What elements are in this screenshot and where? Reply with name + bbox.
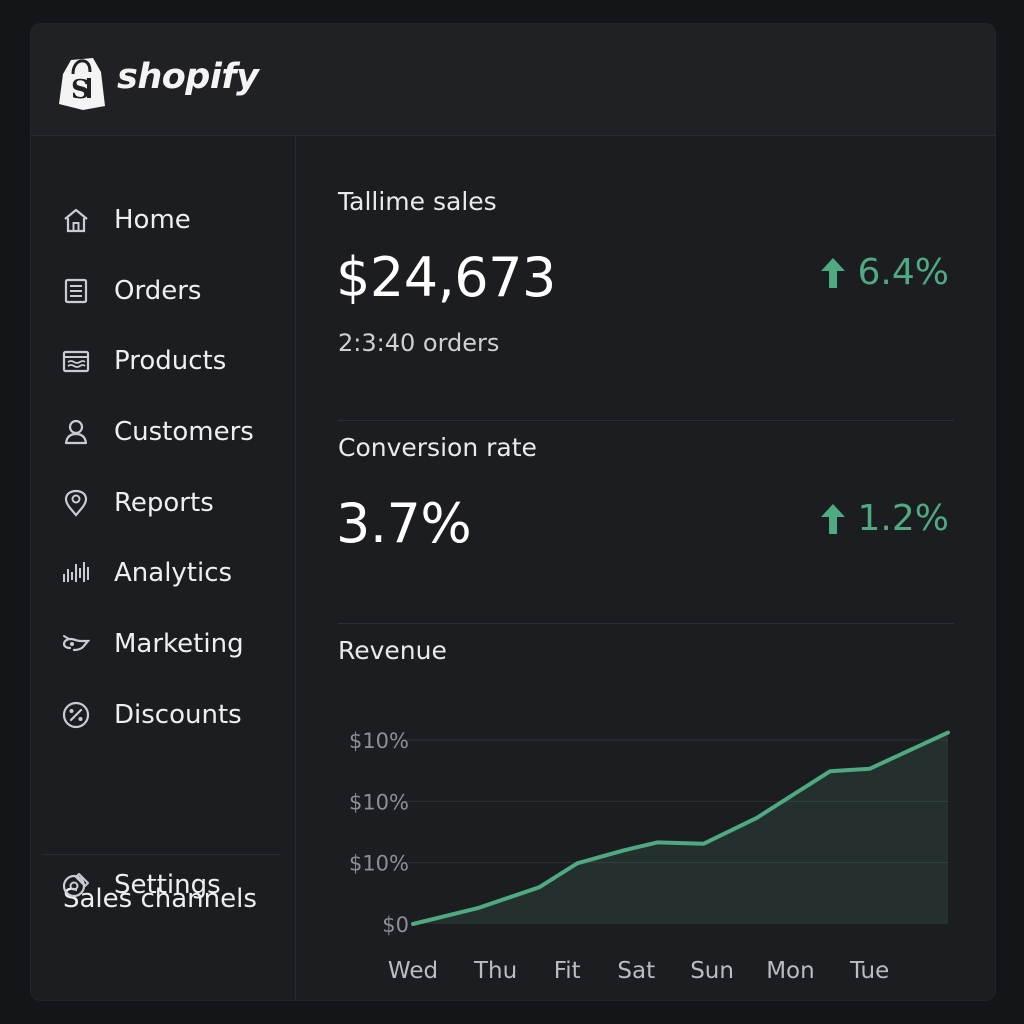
- marketing-icon: [62, 635, 91, 652]
- x-tick-label: Tue: [849, 958, 889, 984]
- card-divider: [338, 623, 954, 624]
- arrow-up-icon: [820, 503, 845, 534]
- sidebar-item-label: Discounts: [114, 700, 242, 730]
- brand-wordmark[interactable]: shopify: [117, 57, 259, 97]
- arrow-up-icon: [820, 257, 845, 288]
- sidebar-item-label: Home: [114, 205, 191, 235]
- home-icon: [64, 208, 88, 233]
- y-tick-label: $10%: [349, 729, 409, 753]
- conversion-delta-value: 1.2%: [857, 498, 949, 539]
- y-tick-label: $0: [382, 913, 409, 937]
- sidebar-divider: [43, 854, 281, 855]
- sidebar: Home Orders Products: [31, 136, 296, 1000]
- sidebar-item-products[interactable]: Products: [31, 334, 295, 388]
- sidebar-item-reports[interactable]: Reports: [31, 476, 295, 530]
- sales-orders-count: 2:3:40 orders: [338, 329, 500, 357]
- conversion-card-title: Conversion rate: [338, 433, 537, 462]
- sidebar-item-marketing[interactable]: Marketing: [31, 617, 295, 671]
- sales-value: $24,673: [336, 246, 556, 309]
- sidebar-item-label: Marketing: [114, 629, 244, 659]
- sidebar-item-customers[interactable]: Customers: [31, 405, 295, 459]
- revenue-chart-title: Revenue: [338, 636, 447, 665]
- conversion-value: 3.7%: [336, 492, 472, 555]
- sidebar-item-orders[interactable]: Orders: [31, 264, 295, 318]
- x-tick-label: Sun: [690, 958, 734, 984]
- x-tick-label: Wed: [388, 958, 438, 984]
- discounts-icon: [62, 701, 90, 729]
- reports-icon: [64, 489, 88, 517]
- sidebar-item-discounts[interactable]: Discounts: [31, 688, 295, 742]
- analytics-icon: [63, 562, 89, 582]
- sidebar-item-label: Customers: [114, 417, 254, 447]
- settings-icon: [62, 873, 89, 898]
- y-tick-label: $10%: [349, 790, 409, 814]
- sales-channels-heading[interactable]: Sales channels: [63, 884, 257, 914]
- revenue-chart: $0 $10% $10% $10% Wed Thu Fit Sat Sun Mon Tue: [349, 729, 950, 984]
- x-tick-label: Mon: [766, 958, 815, 984]
- products-icon: [62, 350, 90, 373]
- sales-delta-value: 6.4%: [857, 252, 949, 293]
- x-tick-label: Thu: [473, 958, 517, 984]
- card-divider: [338, 420, 954, 421]
- orders-icon: [64, 278, 88, 304]
- sidebar-item-settings[interactable]: Settings: [31, 858, 295, 912]
- conversion-delta: 1.2%: [820, 498, 949, 539]
- revenue-area-fill: [413, 732, 948, 924]
- sidebar-item-home[interactable]: Home: [31, 193, 295, 247]
- app-window: S shopify Home Orders: [31, 24, 995, 1000]
- sidebar-item-label: Orders: [114, 276, 202, 306]
- revenue-series-line: [411, 730, 950, 926]
- sidebar-item-label: Products: [114, 346, 227, 376]
- customers-icon: [64, 419, 88, 445]
- main-content: Tallime sales $24,673 2:3:40 orders 6.4%…: [296, 136, 995, 1000]
- shopify-bag-logo[interactable]: S: [57, 56, 107, 110]
- svg-text:S: S: [71, 75, 90, 105]
- y-tick-label: $10%: [349, 852, 409, 876]
- sidebar-item-label: Analytics: [114, 558, 233, 588]
- x-tick-label: Fit: [554, 958, 581, 984]
- x-tick-label: Sat: [617, 958, 655, 984]
- sidebar-item-label: Reports: [114, 488, 214, 518]
- sidebar-item-analytics[interactable]: Analytics: [31, 546, 295, 600]
- sales-card-title: Tallime sales: [338, 187, 497, 216]
- top-bar: S shopify: [31, 24, 995, 136]
- sidebar-item-label: Settings: [114, 870, 221, 900]
- sales-delta: 6.4%: [820, 252, 949, 293]
